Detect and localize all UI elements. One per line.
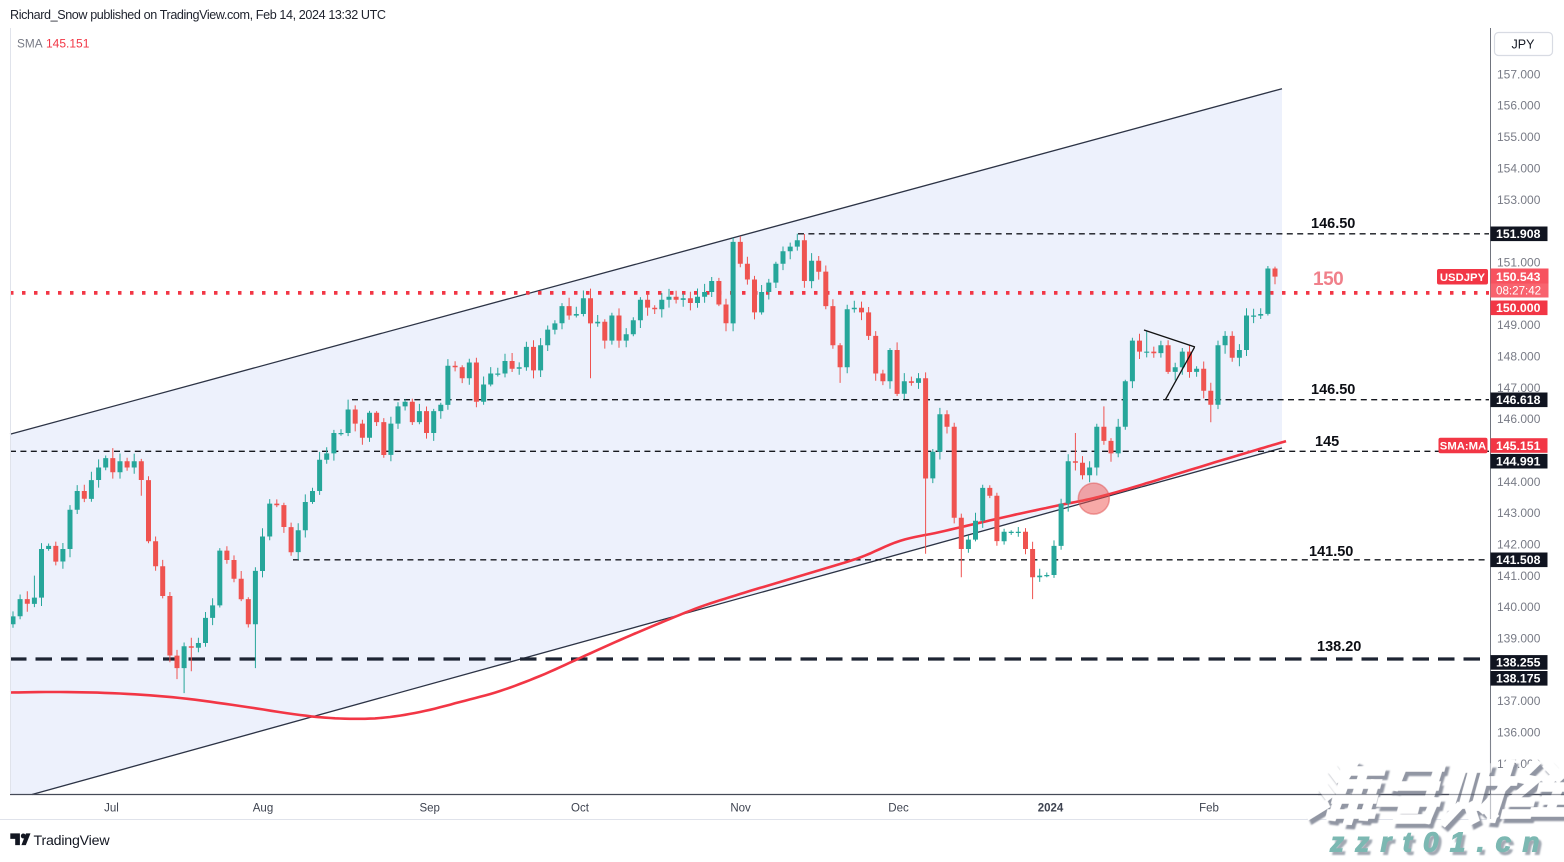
svg-text:150.543: 150.543 (1496, 270, 1541, 284)
svg-text:155.000: 155.000 (1497, 130, 1541, 144)
svg-text:138.20: 138.20 (1317, 639, 1361, 655)
svg-text:146.50: 146.50 (1311, 382, 1355, 398)
svg-text:JPY: JPY (1512, 38, 1536, 52)
svg-text:145.151: 145.151 (46, 37, 90, 51)
svg-text:154.000: 154.000 (1497, 161, 1541, 175)
svg-text:142.000: 142.000 (1497, 538, 1541, 552)
svg-text:151.000: 151.000 (1497, 255, 1541, 269)
svg-text:146.000: 146.000 (1497, 412, 1541, 426)
svg-text:USDJPY: USDJPY (1440, 272, 1486, 284)
svg-text:141.000: 141.000 (1497, 569, 1541, 583)
svg-text:157.000: 157.000 (1497, 67, 1541, 81)
svg-text:145.151: 145.151 (1496, 439, 1541, 453)
svg-text:08:27:42: 08:27:42 (1496, 285, 1541, 298)
svg-text:150.000: 150.000 (1496, 301, 1541, 315)
svg-text:Jul: Jul (104, 803, 119, 815)
svg-text:Richard_Snow published on Trad: Richard_Snow published on TradingView.co… (10, 8, 386, 22)
svg-text:138.175: 138.175 (1496, 672, 1541, 686)
svg-text:156.000: 156.000 (1497, 99, 1541, 113)
svg-text:zzrt01.cn: zzrt01.cn (1329, 827, 1551, 858)
svg-text:144.991: 144.991 (1496, 455, 1541, 469)
svg-text:136.000: 136.000 (1497, 726, 1541, 740)
svg-text:Feb: Feb (1199, 803, 1219, 815)
svg-text:SMA: SMA (17, 37, 43, 51)
svg-text:138.255: 138.255 (1496, 656, 1541, 670)
svg-text:149.000: 149.000 (1497, 318, 1541, 332)
svg-text:Aug: Aug (253, 803, 273, 815)
svg-text:Nov: Nov (730, 803, 751, 815)
svg-text:145: 145 (1315, 434, 1339, 450)
svg-text:146.618: 146.618 (1496, 393, 1541, 407)
svg-text:146.50: 146.50 (1311, 216, 1355, 232)
svg-text:Dec: Dec (888, 803, 909, 815)
svg-text:TradingView: TradingView (34, 833, 111, 849)
svg-text:151.908: 151.908 (1496, 227, 1541, 241)
svg-text:143.000: 143.000 (1497, 506, 1541, 520)
svg-text:137.000: 137.000 (1497, 694, 1541, 708)
svg-text:150: 150 (1313, 269, 1343, 290)
svg-text:141.508: 141.508 (1496, 553, 1541, 567)
svg-text:141.50: 141.50 (1309, 544, 1353, 560)
svg-text:148.000: 148.000 (1497, 350, 1541, 364)
svg-text:139.000: 139.000 (1497, 632, 1541, 646)
svg-text:140.000: 140.000 (1497, 600, 1541, 614)
svg-text:SMA:MA: SMA:MA (1440, 441, 1486, 453)
svg-text:153.000: 153.000 (1497, 193, 1541, 207)
svg-text:2024: 2024 (1038, 803, 1064, 815)
svg-text:Oct: Oct (571, 803, 590, 815)
svg-text:Sep: Sep (419, 803, 439, 815)
svg-text:144.000: 144.000 (1497, 475, 1541, 489)
